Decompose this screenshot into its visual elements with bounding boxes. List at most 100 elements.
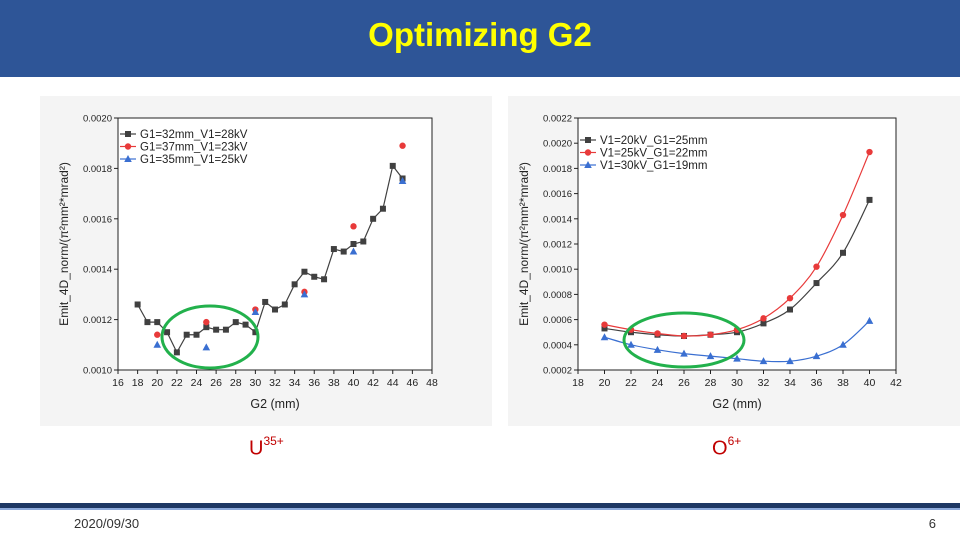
data-point (173, 349, 180, 356)
data-point (786, 357, 794, 365)
x-tick-label: 26 (678, 377, 690, 389)
legend-marker (124, 155, 132, 162)
data-point (813, 280, 820, 287)
data-point (252, 329, 259, 336)
slide-title: Optimizing G2 (368, 16, 592, 53)
data-point (389, 162, 396, 169)
y-tick-label: 0.0022 (543, 114, 572, 125)
right-chart-panel: 18 20 22 24 26 28 30 32 34 36 38 40 42 0.0002 0.0004 0.… (508, 96, 960, 426)
x-tick-label: 34 (289, 377, 301, 389)
x-tick-label: 32 (758, 377, 770, 389)
legend-label: G1=32mm_V1=28kV (140, 129, 248, 141)
data-point (398, 177, 407, 184)
page-number: 6 (928, 516, 936, 531)
data-point (291, 281, 298, 288)
data-point (839, 340, 847, 348)
data-point (786, 294, 794, 302)
data-point (865, 316, 874, 324)
x-tick-label: 22 (625, 377, 637, 389)
title-bar (0, 0, 960, 77)
x-tick-label: 16 (112, 377, 124, 389)
legend-marker (584, 161, 592, 168)
y-tick-label: 0.0016 (543, 189, 572, 200)
x-tick-label: 24 (191, 377, 203, 389)
y-tick-label: 0.0018 (83, 164, 112, 175)
chart-u35: 16 18 20 22 24 26 28 30 32 34 36 38 40 42 44 46 48 0.0010… (57, 114, 438, 412)
data-point (812, 352, 821, 360)
x-tick-label: 36 (308, 377, 320, 389)
data-point (680, 332, 688, 340)
y-tick-label: 0.0010 (83, 366, 112, 377)
y-tick-label: 0.0020 (83, 114, 112, 125)
highlight-ellipse (622, 311, 746, 369)
y-tick-label: 0.0002 (543, 366, 572, 377)
x-tick-label: 44 (387, 377, 399, 389)
x-tick-label: 30 (731, 377, 743, 389)
ion-charge: 6+ (727, 434, 742, 448)
data-point (350, 241, 357, 247)
data-point (707, 331, 714, 338)
y-tick-label: 0.0016 (83, 214, 112, 225)
legend-label: V1=30kV_G1=19mm (600, 160, 707, 172)
legend-label: G1=35mm_V1=25kV (140, 154, 248, 166)
data-point (370, 215, 377, 222)
data-point (866, 148, 873, 156)
x-tick-label: 22 (171, 377, 183, 389)
y-tick-label: 0.0008 (543, 290, 572, 301)
plot-area (117, 117, 433, 371)
x-tick-label: 24 (652, 377, 664, 389)
x-tick-label: 26 (210, 377, 222, 389)
legend: V1=20kV_G1=25mmV1=25kV_G1=22mmV1=30kV_G1… (580, 135, 707, 172)
data-point (733, 354, 741, 362)
y-axis-label: Emit_4D_norm/(π²mm²*mrad²) (517, 162, 531, 326)
series-2 (600, 316, 874, 365)
data-point (202, 343, 211, 351)
data-point (153, 340, 162, 348)
data-point (760, 320, 767, 327)
x-tick-label: 46 (407, 377, 419, 389)
data-point (154, 319, 161, 326)
x-tick-label: 18 (572, 377, 584, 389)
data-point (350, 223, 357, 230)
y-tick-label: 0.0014 (83, 265, 112, 276)
y-axis-label: Emit_4D_norm/(π²mm²*mrad²) (57, 162, 71, 326)
ion-base: O (712, 437, 728, 460)
data-point (164, 329, 171, 336)
data-point (787, 306, 793, 313)
x-tick-label: 20 (599, 377, 611, 389)
ion-base: U (249, 437, 264, 460)
data-point (839, 211, 847, 219)
data-point (601, 325, 608, 332)
y-tick-label: 0.0006 (543, 315, 572, 326)
y-tick-label: 0.0004 (543, 340, 572, 351)
data-point (654, 330, 661, 337)
legend-label: V1=25kV_G1=22mm (600, 148, 707, 160)
data-point (134, 301, 141, 308)
data-point (706, 352, 715, 360)
data-point (680, 349, 688, 357)
x-tick-label: 40 (348, 377, 360, 389)
series-2 (153, 177, 407, 351)
data-point (321, 276, 328, 283)
x-tick-label: 32 (269, 377, 281, 389)
y-tick-label: 0.0018 (543, 164, 572, 175)
data-point (840, 249, 846, 256)
data-point (349, 247, 358, 255)
data-point (144, 319, 151, 326)
data-point (360, 238, 367, 245)
x-axis-label: G2 (mm) (712, 397, 761, 411)
y-tick-label: 0.0012 (83, 315, 112, 326)
data-point (242, 321, 249, 328)
ion-label-o: O6+ (712, 434, 742, 461)
x-tick-label: 30 (250, 377, 262, 389)
x-tick-label: 48 (426, 377, 438, 389)
data-point (193, 331, 200, 338)
data-point (760, 315, 767, 322)
data-point (281, 301, 288, 308)
y-tick-label: 0.0012 (543, 240, 572, 251)
data-point (300, 290, 309, 298)
data-point (813, 263, 820, 270)
data-point (311, 273, 318, 280)
y-tick-label: 0.0014 (543, 214, 572, 225)
left-chart-panel: 16 18 20 22 24 26 28 30 32 34 36 38 40 42 44 46 48 0.0010… (40, 96, 492, 426)
